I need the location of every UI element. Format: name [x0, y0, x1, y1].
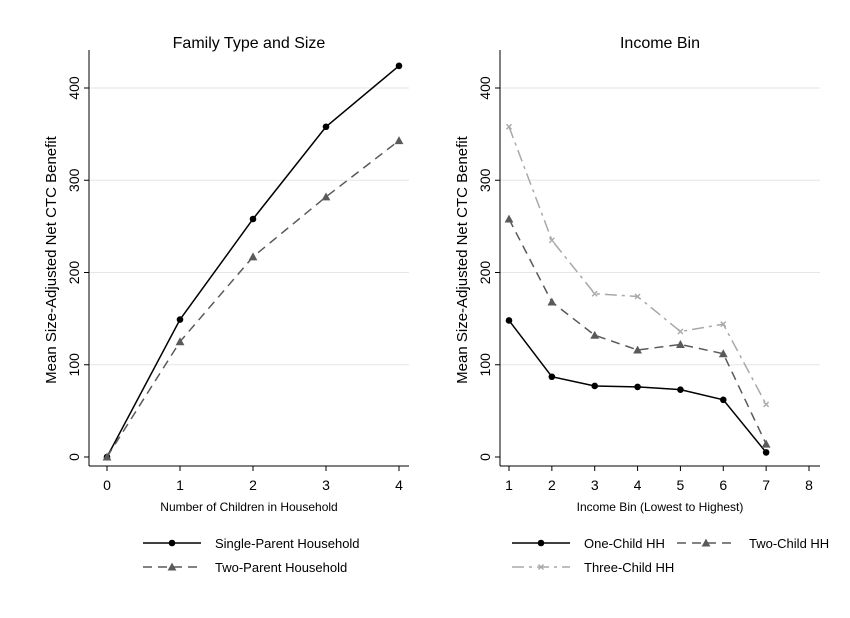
data-point: [676, 340, 685, 348]
x-tick-label: 7: [762, 477, 770, 493]
series-line-two-child-hh: [508, 218, 767, 445]
legend-label: One-Child HH: [584, 536, 665, 551]
data-point: [762, 449, 770, 456]
chart-title: Income Bin: [620, 35, 700, 52]
data-point: [102, 452, 112, 461]
data-point: [634, 383, 641, 391]
x-tick-label: 4: [634, 477, 642, 493]
y-axis-label: Mean Size-Adjusted Net CTC Benefit: [43, 135, 60, 383]
x-tick-label: 2: [249, 477, 257, 493]
y-tick-label: 400: [66, 76, 82, 100]
data-point: [394, 136, 404, 145]
legend-item: Two-Parent Household: [143, 560, 347, 575]
legend: Single-Parent Household Two-Parent Househ…: [143, 536, 360, 575]
legend-label: Two-Parent Household: [215, 560, 347, 575]
data-point: [505, 317, 513, 324]
x-tick-label: 0: [103, 477, 111, 493]
x-tick-label: 2: [548, 477, 556, 493]
chart-title: Family Type and Size: [173, 35, 326, 52]
data-point: [677, 328, 684, 335]
data-point: [175, 337, 185, 346]
y-tick-label: 300: [66, 168, 82, 192]
data-point: [633, 345, 642, 354]
y-tick-label: 200: [66, 261, 82, 285]
x-axis-label: Income Bin (Lowest to Highest): [577, 500, 744, 514]
series-line-single-parent-household: [106, 65, 400, 458]
legend: One-Child HH Two-Child HH Three-Child HH: [512, 536, 829, 575]
data-point: [321, 192, 331, 201]
y-tick-label: 400: [477, 76, 493, 100]
data-point: [591, 290, 598, 297]
x-tick-label: 4: [395, 477, 403, 493]
legend-item: Three-Child HH: [512, 560, 674, 575]
y-tick-label: 300: [477, 168, 493, 192]
x-axis-label: Number of Children in Household: [160, 500, 337, 514]
x-tick-label: 3: [591, 477, 599, 493]
data-point: [720, 321, 727, 328]
x-tick-label: 5: [677, 477, 685, 493]
y-axis-label: Mean Size-Adjusted Net CTC Benefit: [454, 135, 471, 383]
data-point: [506, 123, 512, 130]
legend-label: Three-Child HH: [584, 560, 674, 575]
y-tick-label: 100: [477, 353, 493, 377]
data-point: [322, 123, 330, 131]
chart-panel-2: Income Bin 0 100 200 300 400 1 2 3 4 5 6 7 8 Income Bi…: [454, 35, 829, 575]
chart-panel-1: Family Type and Size 0 100 200 300 400 0 1 2 3 4 Nu…: [43, 35, 409, 575]
legend-label: Two-Child HH: [749, 536, 829, 551]
data-point: [176, 316, 184, 323]
legend-swatch-marker: [701, 538, 711, 547]
data-point: [763, 401, 770, 408]
legend-swatch-marker: [538, 564, 544, 570]
series-line-two-parent-household: [106, 139, 400, 458]
legend-swatch-marker: [537, 539, 545, 547]
legend-item: Two-Child HH: [677, 536, 829, 551]
data-point: [548, 373, 556, 381]
data-point: [590, 330, 600, 339]
x-tick-label: 1: [176, 477, 184, 493]
legend-swatch-marker: [168, 539, 176, 547]
y-tick-label: 0: [66, 453, 82, 461]
legend-swatch-marker: [167, 562, 177, 571]
x-tick-label: 8: [805, 477, 813, 493]
y-tick-label: 0: [477, 453, 493, 461]
data-point: [591, 382, 599, 390]
legend-label: Single-Parent Household: [215, 536, 360, 551]
data-point: [547, 297, 557, 306]
legend-item: One-Child HH: [512, 536, 665, 551]
data-point: [677, 386, 684, 393]
data-point: [504, 214, 514, 223]
x-tick-label: 3: [322, 477, 330, 493]
y-tick-label: 100: [66, 353, 82, 377]
data-point: [249, 215, 257, 223]
data-point: [395, 62, 403, 70]
data-point: [634, 293, 641, 300]
x-tick-label: 1: [505, 477, 513, 493]
data-point: [761, 439, 771, 448]
legend-item: Single-Parent Household: [143, 536, 360, 551]
data-point: [248, 252, 258, 261]
y-tick-label: 200: [477, 261, 493, 285]
data-point: [719, 396, 727, 404]
data-point: [548, 237, 555, 244]
data-point: [718, 349, 728, 358]
x-tick-label: 6: [719, 477, 727, 493]
